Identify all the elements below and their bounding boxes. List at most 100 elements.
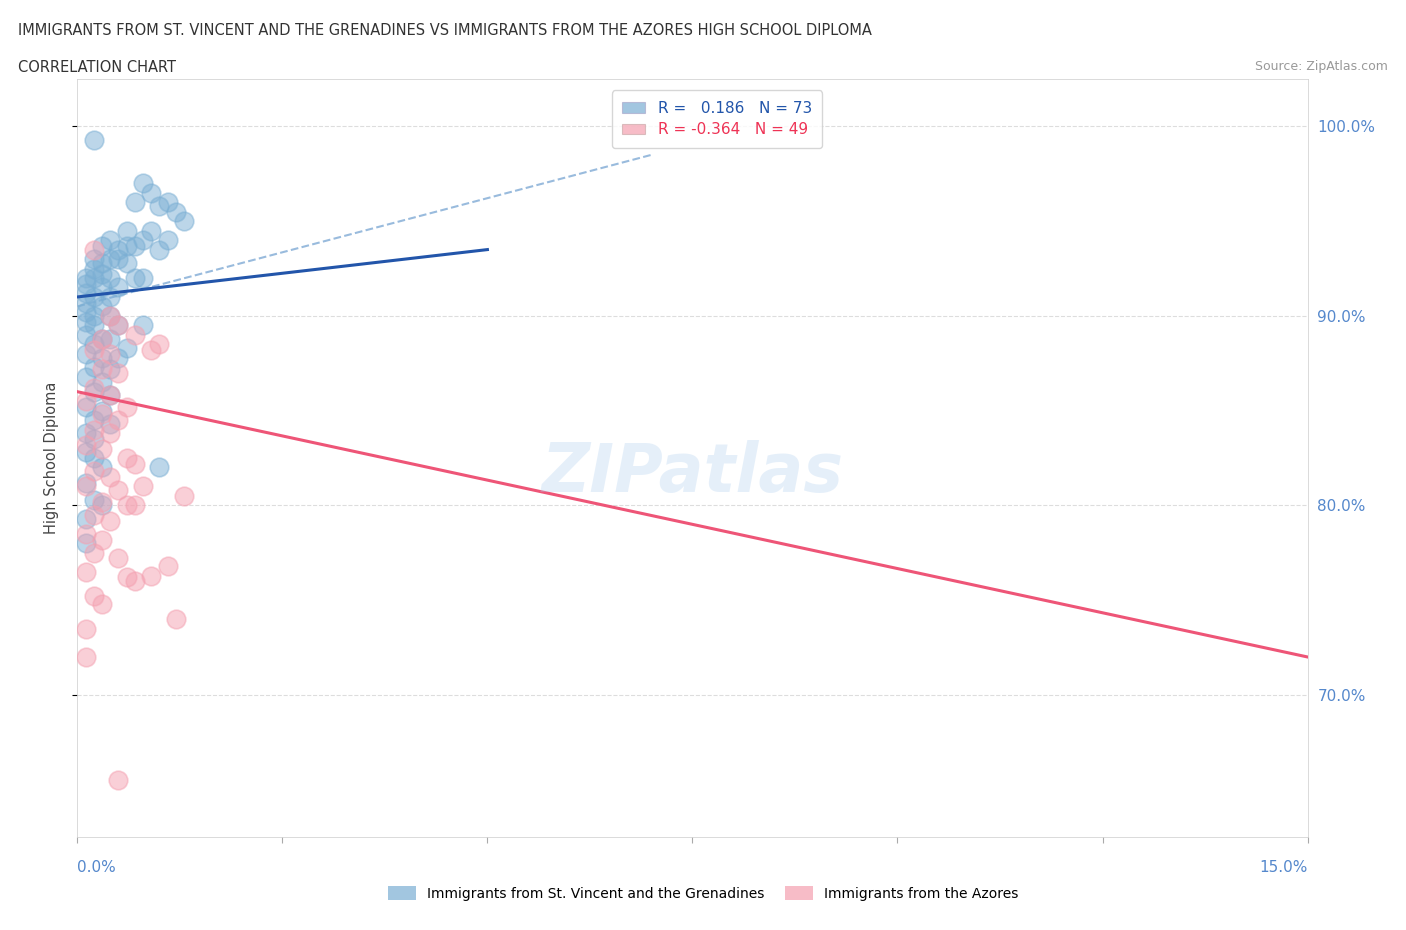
Point [75, 286, 97, 300]
Point [107, 280, 129, 295]
Point [90, 362, 114, 377]
Point [124, 271, 146, 286]
Point [124, 238, 146, 253]
Point [75, 305, 97, 320]
Point [98, 252, 121, 267]
Point [98, 346, 121, 361]
Point [98, 309, 121, 324]
Point [115, 340, 138, 355]
Point [75, 327, 97, 342]
Point [90, 532, 114, 547]
Point [98, 289, 121, 304]
Point [83, 337, 105, 352]
Point [124, 457, 146, 472]
Point [156, 194, 179, 209]
Point [75, 445, 97, 459]
Point [141, 568, 163, 583]
Text: CORRELATION CHART: CORRELATION CHART [18, 60, 176, 75]
Point [90, 407, 114, 422]
Point [83, 318, 105, 333]
Point [98, 362, 121, 377]
Point [148, 199, 170, 214]
Point [107, 551, 129, 565]
Y-axis label: High School Diploma: High School Diploma [44, 382, 59, 534]
Point [107, 318, 129, 333]
Point [75, 399, 97, 414]
Point [83, 132, 105, 147]
Point [75, 621, 97, 636]
Point [173, 214, 195, 229]
Point [75, 314, 97, 329]
Point [75, 565, 97, 579]
Point [75, 536, 97, 551]
Point [90, 351, 114, 365]
Legend: Immigrants from St. Vincent and the Grenadines, Immigrants from the Azores: Immigrants from St. Vincent and the Gren… [382, 881, 1024, 907]
Point [115, 223, 138, 238]
Point [141, 342, 163, 357]
Text: 15.0%: 15.0% [1260, 860, 1308, 875]
Point [75, 295, 97, 310]
Point [75, 426, 97, 441]
Point [75, 475, 97, 490]
Point [75, 479, 97, 494]
Point [83, 360, 105, 375]
Point [75, 437, 97, 452]
Point [83, 492, 105, 507]
Point [83, 464, 105, 479]
Point [83, 545, 105, 560]
Point [98, 417, 121, 432]
Point [132, 479, 155, 494]
Point [124, 327, 146, 342]
Point [83, 380, 105, 395]
Point [148, 242, 170, 257]
Point [132, 318, 155, 333]
Point [115, 498, 138, 512]
Point [75, 271, 97, 286]
Point [165, 205, 187, 219]
Point [83, 342, 105, 357]
Point [83, 289, 105, 304]
Point [107, 413, 129, 428]
Point [75, 369, 97, 384]
Point [75, 393, 97, 408]
Point [165, 612, 187, 627]
Point [132, 271, 155, 286]
Point [107, 242, 129, 257]
Text: Source: ZipAtlas.com: Source: ZipAtlas.com [1254, 60, 1388, 73]
Point [115, 570, 138, 585]
Point [98, 470, 121, 485]
Point [83, 413, 105, 428]
Point [75, 526, 97, 541]
Point [107, 365, 129, 380]
Point [98, 388, 121, 403]
Point [83, 589, 105, 604]
Point [115, 450, 138, 465]
Point [98, 388, 121, 403]
Point [83, 309, 105, 324]
Point [124, 194, 146, 209]
Point [115, 238, 138, 253]
Point [98, 513, 121, 528]
Point [107, 773, 129, 788]
Point [107, 351, 129, 365]
Point [98, 309, 121, 324]
Point [148, 337, 170, 352]
Point [75, 346, 97, 361]
Point [90, 596, 114, 611]
Point [90, 441, 114, 456]
Point [83, 450, 105, 465]
Point [90, 498, 114, 512]
Point [98, 271, 121, 286]
Point [90, 460, 114, 475]
Point [83, 432, 105, 446]
Point [141, 185, 163, 200]
Point [90, 256, 114, 271]
Text: 0.0%: 0.0% [77, 860, 117, 875]
Point [156, 559, 179, 574]
Legend: R =   0.186   N = 73, R = -0.364   N = 49: R = 0.186 N = 73, R = -0.364 N = 49 [612, 90, 823, 148]
Point [75, 649, 97, 664]
Point [90, 375, 114, 390]
Point [90, 331, 114, 346]
Point [148, 460, 170, 475]
Point [98, 426, 121, 441]
